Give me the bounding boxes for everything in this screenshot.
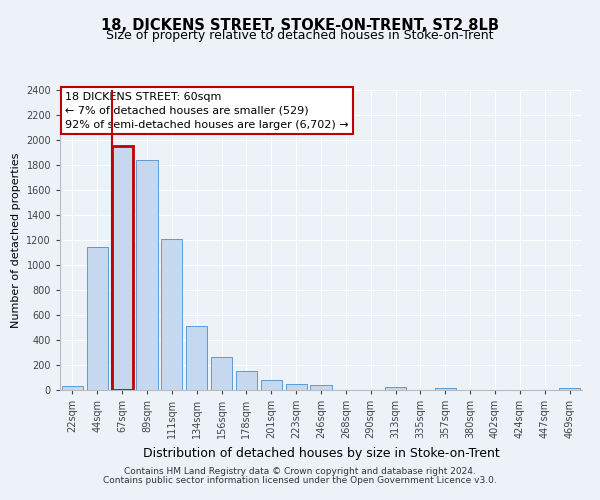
Bar — [286, 384, 307, 390]
Bar — [112, 146, 133, 390]
Bar — [261, 380, 282, 390]
X-axis label: Distribution of detached houses by size in Stoke-on-Trent: Distribution of detached houses by size … — [143, 446, 499, 460]
Text: 18, DICKENS STREET, STOKE-ON-TRENT, ST2 8LB: 18, DICKENS STREET, STOKE-ON-TRENT, ST2 … — [101, 18, 499, 32]
Bar — [310, 385, 332, 390]
Y-axis label: Number of detached properties: Number of detached properties — [11, 152, 20, 328]
Bar — [186, 326, 207, 390]
Bar — [87, 247, 108, 390]
Bar — [236, 370, 257, 390]
Bar — [62, 386, 83, 390]
Bar — [161, 239, 182, 390]
Bar — [211, 357, 232, 390]
Bar — [385, 387, 406, 390]
Bar — [435, 388, 456, 390]
Bar — [559, 388, 580, 390]
Text: Contains public sector information licensed under the Open Government Licence v3: Contains public sector information licen… — [103, 476, 497, 485]
Text: Contains HM Land Registry data © Crown copyright and database right 2024.: Contains HM Land Registry data © Crown c… — [124, 467, 476, 476]
Text: 18 DICKENS STREET: 60sqm
← 7% of detached houses are smaller (529)
92% of semi-d: 18 DICKENS STREET: 60sqm ← 7% of detache… — [65, 92, 349, 130]
Text: Size of property relative to detached houses in Stoke-on-Trent: Size of property relative to detached ho… — [106, 29, 494, 42]
Bar — [136, 160, 158, 390]
